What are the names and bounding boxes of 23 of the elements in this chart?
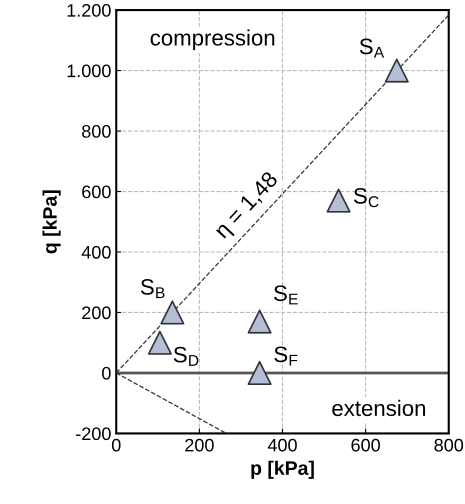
y-tick-label: -200 (76, 427, 111, 440)
annotation: S$_{E}$ (274, 285, 298, 304)
y-axis-title: q [kPa] (42, 190, 61, 254)
annotation: compression (150, 29, 274, 50)
y-tick-label: 600 (82, 185, 111, 198)
x-axis-title: p [kPa] (251, 460, 314, 479)
annotation: S$_{D}$ (174, 346, 198, 366)
y-tick-label: 1.000 (68, 64, 111, 78)
annotation: extension (332, 400, 426, 416)
annotation: S$_{B}$ (140, 279, 164, 298)
x-tick-label: 200 (185, 438, 214, 452)
x-tick-label: 400 (268, 438, 297, 452)
x-tick-label: 800 (434, 438, 464, 452)
x-tick-label: 600 (351, 438, 380, 452)
x-tick-label: 0 (112, 438, 121, 452)
annotation: S$_{A}$ (360, 38, 384, 58)
y-tick-label: 1.200 (68, 4, 111, 17)
y-tick-label: 800 (82, 124, 111, 138)
y-tick-label: 200 (82, 306, 111, 320)
annotation: S$_{C}$ (354, 188, 379, 208)
y-tick-label: 400 (82, 246, 111, 259)
y-tick-label: 0 (102, 366, 111, 380)
annotation: S$_{F}$ (274, 346, 298, 366)
